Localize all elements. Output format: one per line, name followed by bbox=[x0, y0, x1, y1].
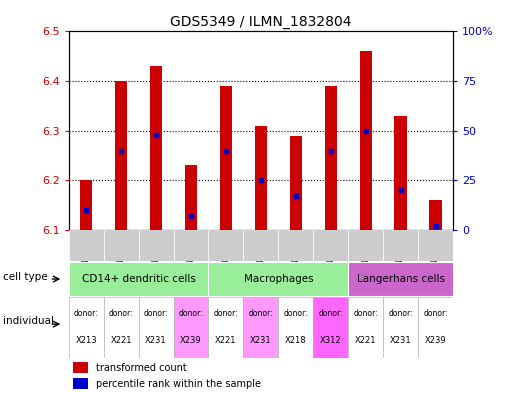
Bar bbox=[73, 378, 88, 389]
Bar bbox=[418, 297, 453, 358]
Bar bbox=[209, 230, 243, 261]
Text: donor:: donor: bbox=[179, 309, 203, 318]
Bar bbox=[174, 230, 209, 261]
Bar bbox=[104, 230, 138, 261]
Bar bbox=[185, 165, 197, 230]
Text: X312: X312 bbox=[320, 336, 342, 345]
Bar bbox=[348, 230, 383, 261]
Bar bbox=[313, 297, 348, 358]
Bar bbox=[69, 230, 104, 261]
Text: X221: X221 bbox=[355, 336, 377, 345]
Bar bbox=[243, 297, 278, 358]
Text: donor:: donor: bbox=[144, 309, 168, 318]
Bar bbox=[150, 66, 162, 230]
Text: X239: X239 bbox=[425, 336, 446, 345]
Bar bbox=[278, 230, 313, 261]
Bar bbox=[348, 297, 383, 358]
Bar bbox=[174, 297, 209, 358]
Text: donor:: donor: bbox=[388, 309, 413, 318]
Text: donor:: donor: bbox=[74, 309, 99, 318]
Text: donor:: donor: bbox=[248, 309, 273, 318]
Bar bbox=[278, 297, 313, 358]
Bar bbox=[418, 230, 453, 261]
Bar bbox=[209, 297, 243, 358]
Text: X231: X231 bbox=[390, 336, 411, 345]
Bar bbox=[290, 136, 302, 230]
Text: percentile rank within the sample: percentile rank within the sample bbox=[96, 379, 261, 389]
Text: X221: X221 bbox=[110, 336, 132, 345]
Bar bbox=[80, 180, 92, 230]
Text: donor:: donor: bbox=[109, 309, 133, 318]
Text: X239: X239 bbox=[180, 336, 202, 345]
Bar bbox=[115, 81, 127, 230]
Text: donor:: donor: bbox=[423, 309, 448, 318]
Text: donor:: donor: bbox=[353, 309, 378, 318]
Bar bbox=[138, 297, 174, 358]
Text: CD14+ dendritic cells: CD14+ dendritic cells bbox=[81, 274, 195, 284]
Bar bbox=[69, 262, 209, 296]
Bar bbox=[313, 230, 348, 261]
Bar bbox=[383, 297, 418, 358]
Text: transformed count: transformed count bbox=[96, 362, 186, 373]
Bar bbox=[220, 86, 232, 230]
Bar bbox=[73, 362, 88, 373]
Bar bbox=[348, 262, 453, 296]
Text: individual: individual bbox=[4, 316, 54, 326]
Text: X221: X221 bbox=[215, 336, 237, 345]
Text: Langerhans cells: Langerhans cells bbox=[357, 274, 444, 284]
Bar bbox=[394, 116, 407, 230]
Text: X231: X231 bbox=[250, 336, 272, 345]
Text: X231: X231 bbox=[145, 336, 167, 345]
Text: cell type: cell type bbox=[4, 272, 48, 282]
Text: X213: X213 bbox=[75, 336, 97, 345]
Text: donor:: donor: bbox=[319, 309, 343, 318]
Title: GDS5349 / ILMN_1832804: GDS5349 / ILMN_1832804 bbox=[170, 15, 352, 29]
Bar bbox=[430, 200, 442, 230]
Bar bbox=[243, 230, 278, 261]
Bar bbox=[254, 126, 267, 230]
Text: X218: X218 bbox=[285, 336, 306, 345]
Bar bbox=[69, 297, 104, 358]
Text: donor:: donor: bbox=[214, 309, 238, 318]
Text: donor:: donor: bbox=[284, 309, 308, 318]
Bar bbox=[138, 230, 174, 261]
Bar bbox=[104, 297, 138, 358]
Bar bbox=[383, 230, 418, 261]
Text: Macrophages: Macrophages bbox=[243, 274, 313, 284]
Bar bbox=[209, 262, 348, 296]
Bar bbox=[325, 86, 337, 230]
Bar bbox=[359, 51, 372, 230]
